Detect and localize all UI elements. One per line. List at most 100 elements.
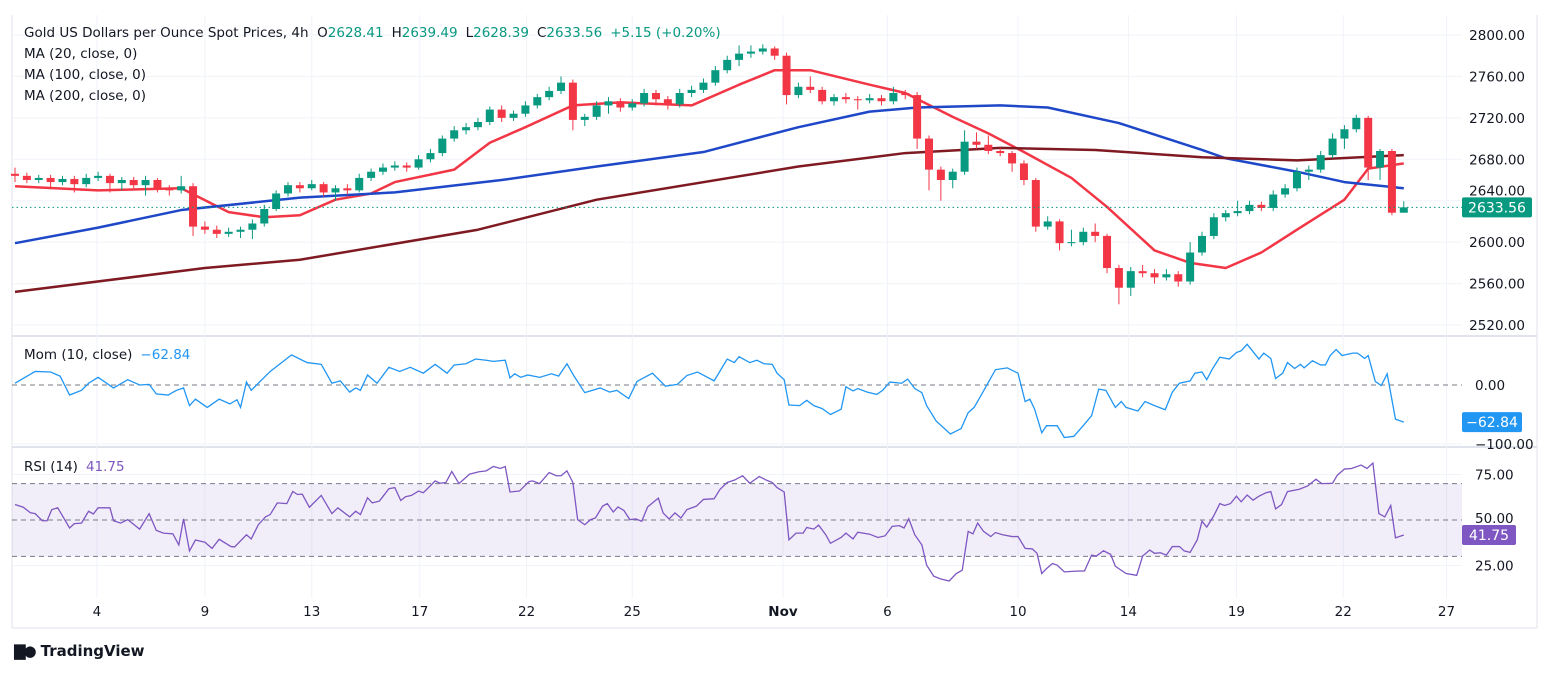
rsi-title: RSI (14) — [24, 459, 78, 475]
candle — [913, 91, 922, 149]
candle-body — [1114, 268, 1123, 288]
candle-body — [1162, 274, 1171, 278]
candle — [604, 97, 613, 114]
candle — [1126, 267, 1135, 296]
candle-body — [426, 153, 435, 160]
price-tick-label: 2520.00 — [1469, 318, 1525, 334]
candle — [236, 226, 245, 238]
candle-body — [628, 103, 637, 108]
candle — [1103, 233, 1112, 274]
candle — [818, 86, 827, 105]
candle-body — [414, 159, 423, 168]
candle-body — [616, 101, 625, 108]
candle — [568, 79, 577, 131]
candle-body — [984, 144, 993, 151]
candle-body — [1399, 207, 1408, 213]
candle-body — [735, 53, 744, 60]
time-tick-label: 19 — [1228, 604, 1245, 620]
candle — [1221, 210, 1230, 222]
axes: 2800.002760.002720.002680.002640.002600.… — [12, 28, 1534, 620]
candle-body — [1364, 117, 1373, 168]
candle — [319, 182, 328, 197]
candle — [34, 174, 43, 184]
candle — [663, 96, 672, 110]
candle-body — [568, 82, 577, 120]
candle — [1340, 125, 1349, 149]
candle — [94, 171, 103, 182]
candle — [901, 89, 910, 100]
candle-body — [105, 175, 114, 184]
candle — [1245, 200, 1254, 215]
candle — [1281, 184, 1290, 198]
rsi-tick-label: 75.00 — [1475, 468, 1514, 484]
candle — [70, 175, 79, 193]
candle-body — [1340, 129, 1349, 139]
candle — [1387, 148, 1396, 216]
candle — [1174, 271, 1183, 287]
momentum-value-label: −62.84 — [1466, 415, 1518, 431]
candle — [545, 86, 554, 101]
candle-body — [1352, 117, 1361, 130]
candle-body — [497, 109, 506, 118]
candle-body — [1233, 211, 1242, 214]
candle-body — [746, 51, 755, 54]
candle — [865, 94, 874, 104]
candle — [367, 168, 376, 182]
candle-body — [70, 178, 79, 185]
candle-body — [141, 180, 150, 186]
candle-body — [236, 229, 245, 232]
candle — [307, 180, 316, 191]
candle — [450, 126, 459, 142]
candle-body — [212, 229, 221, 234]
candle-body — [46, 177, 55, 183]
candle-body — [94, 175, 103, 178]
candle — [687, 85, 696, 98]
candle — [580, 113, 589, 127]
candle-body — [1281, 188, 1290, 195]
momentum-legend[interactable]: Mom (10, close) −62.84 — [24, 347, 190, 363]
ma100-legend[interactable]: MA (100, close, 0) — [24, 67, 147, 83]
candle — [557, 76, 566, 95]
candle — [699, 78, 708, 93]
price-tick-label: 2800.00 — [1469, 28, 1525, 44]
candle — [806, 76, 815, 93]
candle-body — [1221, 213, 1230, 218]
candle-body — [1174, 274, 1183, 282]
candle-body — [1269, 194, 1278, 208]
candle-body — [806, 86, 815, 90]
candle-body — [758, 48, 767, 52]
rsi-legend[interactable]: RSI (14) 41.75 — [24, 459, 125, 475]
candle — [841, 93, 850, 104]
candle-body — [450, 130, 459, 139]
candle — [141, 175, 150, 196]
candle-body — [889, 93, 898, 102]
candle-body — [533, 97, 542, 106]
tradingview-logo[interactable]: ▇● TradingView — [14, 642, 145, 660]
candle — [853, 96, 862, 110]
candle — [1328, 133, 1337, 159]
ma200-legend[interactable]: MA (200, close, 0) — [24, 88, 147, 104]
candle-body — [960, 141, 969, 172]
candle — [830, 94, 839, 106]
candle — [616, 98, 625, 112]
candle-body — [913, 95, 922, 139]
candle-body — [355, 177, 364, 191]
candle — [711, 66, 720, 86]
candle-body — [924, 138, 933, 170]
candle-body — [1138, 271, 1147, 274]
candle — [1091, 223, 1100, 243]
candle — [497, 105, 506, 122]
candle-body — [177, 186, 186, 191]
ma20-legend[interactable]: MA (20, close, 0) — [24, 46, 138, 62]
candle — [1233, 200, 1242, 217]
candle — [628, 99, 637, 111]
candle — [22, 172, 31, 184]
last-price-badge — [1462, 197, 1532, 218]
candle — [972, 132, 981, 149]
candle — [153, 177, 162, 193]
candle — [758, 44, 767, 55]
candle-body — [390, 165, 399, 168]
candle — [1257, 201, 1266, 212]
rsi-value-label: 41.75 — [1469, 528, 1509, 544]
